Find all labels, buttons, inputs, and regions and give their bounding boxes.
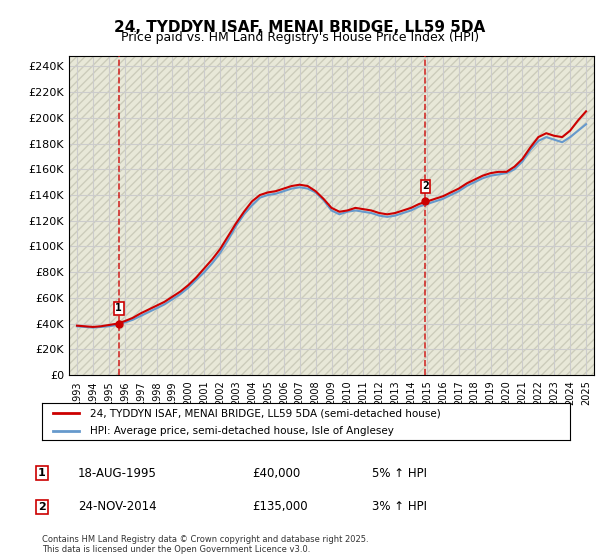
Text: 2: 2 <box>422 181 429 191</box>
Text: 2: 2 <box>38 502 46 512</box>
Text: Contains HM Land Registry data © Crown copyright and database right 2025.
This d: Contains HM Land Registry data © Crown c… <box>42 535 368 554</box>
Text: 18-AUG-1995: 18-AUG-1995 <box>78 466 157 480</box>
Text: 1: 1 <box>38 468 46 478</box>
Text: HPI: Average price, semi-detached house, Isle of Anglesey: HPI: Average price, semi-detached house,… <box>89 426 394 436</box>
Text: 24-NOV-2014: 24-NOV-2014 <box>78 500 157 514</box>
Text: 1: 1 <box>115 304 122 314</box>
Text: 24, TYDDYN ISAF, MENAI BRIDGE, LL59 5DA: 24, TYDDYN ISAF, MENAI BRIDGE, LL59 5DA <box>115 20 485 35</box>
Text: £135,000: £135,000 <box>252 500 308 514</box>
Text: £40,000: £40,000 <box>252 466 300 480</box>
Text: 5% ↑ HPI: 5% ↑ HPI <box>372 466 427 480</box>
Text: 3% ↑ HPI: 3% ↑ HPI <box>372 500 427 514</box>
Text: Price paid vs. HM Land Registry's House Price Index (HPI): Price paid vs. HM Land Registry's House … <box>121 31 479 44</box>
Text: 24, TYDDYN ISAF, MENAI BRIDGE, LL59 5DA (semi-detached house): 24, TYDDYN ISAF, MENAI BRIDGE, LL59 5DA … <box>89 408 440 418</box>
